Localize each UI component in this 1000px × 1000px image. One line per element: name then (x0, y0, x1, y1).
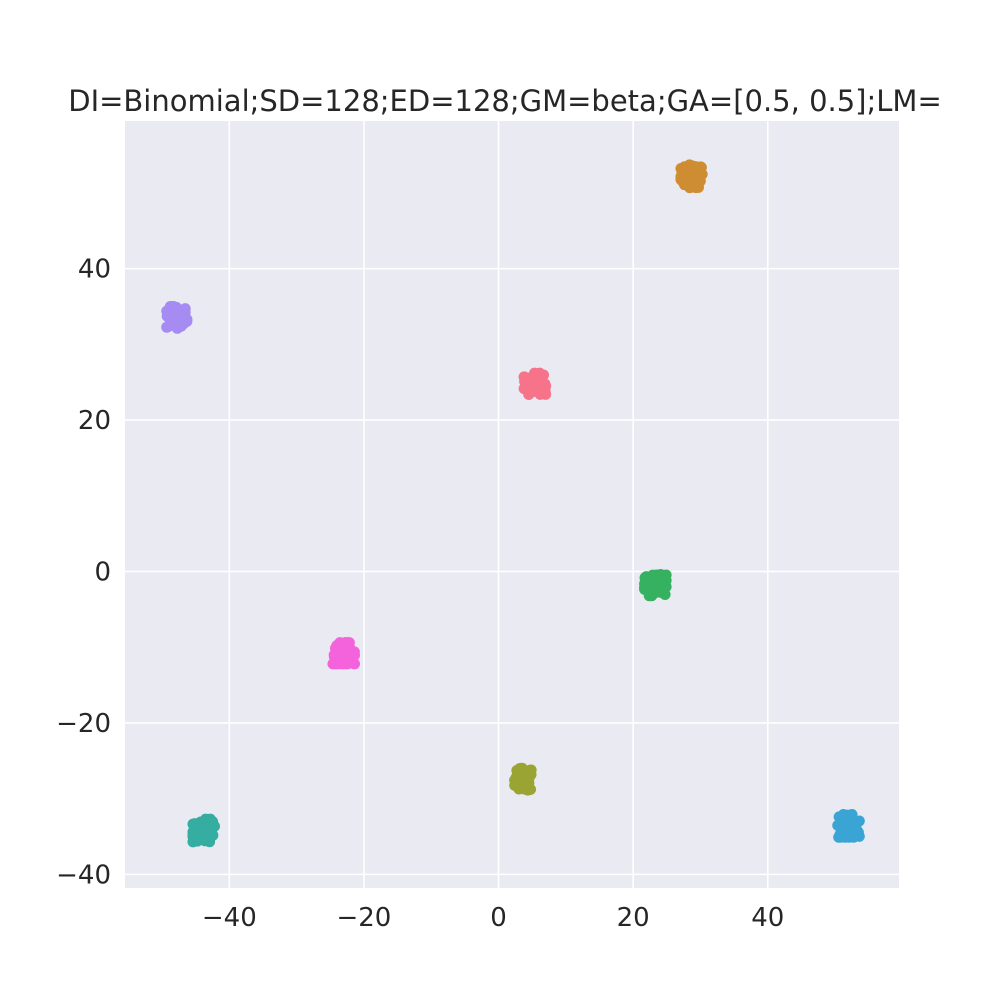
cluster-8 (832, 809, 865, 843)
cluster-6 (509, 762, 537, 796)
data-point (842, 809, 854, 821)
cluster-2 (161, 301, 193, 334)
cluster-3 (518, 367, 552, 400)
y-tick-label: 20 (78, 406, 111, 436)
data-point (514, 763, 526, 775)
data-point (696, 168, 708, 180)
data-point (187, 829, 199, 841)
data-point (329, 642, 341, 654)
y-tick-label: 0 (94, 558, 111, 588)
x-tick-label: 0 (490, 903, 507, 933)
data-point (170, 305, 182, 317)
data-point (650, 586, 662, 598)
data-point (639, 572, 651, 584)
data-point (205, 826, 217, 838)
chart-title: DI=Binomial;SD=128;ED=128;GM=beta;GA=[0.… (68, 84, 942, 118)
data-point (523, 377, 535, 389)
data-points (161, 159, 865, 848)
y-tick-label: −40 (56, 860, 111, 890)
x-tick-label: −20 (336, 903, 391, 933)
data-point (335, 654, 347, 666)
cluster-5 (327, 637, 361, 670)
cluster-1 (675, 159, 708, 194)
data-point (510, 771, 522, 783)
cluster-4 (639, 569, 672, 602)
data-point (680, 178, 692, 190)
data-point (841, 831, 853, 843)
grid-lines (125, 121, 899, 888)
y-tick-label: 40 (78, 255, 111, 285)
data-point (525, 783, 537, 795)
y-tick-label: −20 (56, 709, 111, 739)
plot-area (125, 121, 899, 888)
data-point (540, 380, 552, 392)
data-point (833, 811, 845, 823)
data-point (345, 647, 357, 659)
data-point (838, 821, 850, 833)
cluster-7 (187, 813, 221, 848)
x-tick-label: 20 (617, 903, 650, 933)
x-tick-label: 40 (751, 903, 784, 933)
data-point (173, 318, 185, 330)
x-tick-label: −40 (202, 903, 257, 933)
data-point (197, 821, 209, 833)
data-point (655, 577, 667, 589)
data-point (349, 658, 361, 670)
data-point (529, 367, 541, 379)
x-axis-ticks: −40 −20 0 20 40 (202, 903, 784, 933)
y-axis-ticks: −40 −20 0 20 40 (56, 255, 111, 891)
data-point (681, 165, 693, 177)
